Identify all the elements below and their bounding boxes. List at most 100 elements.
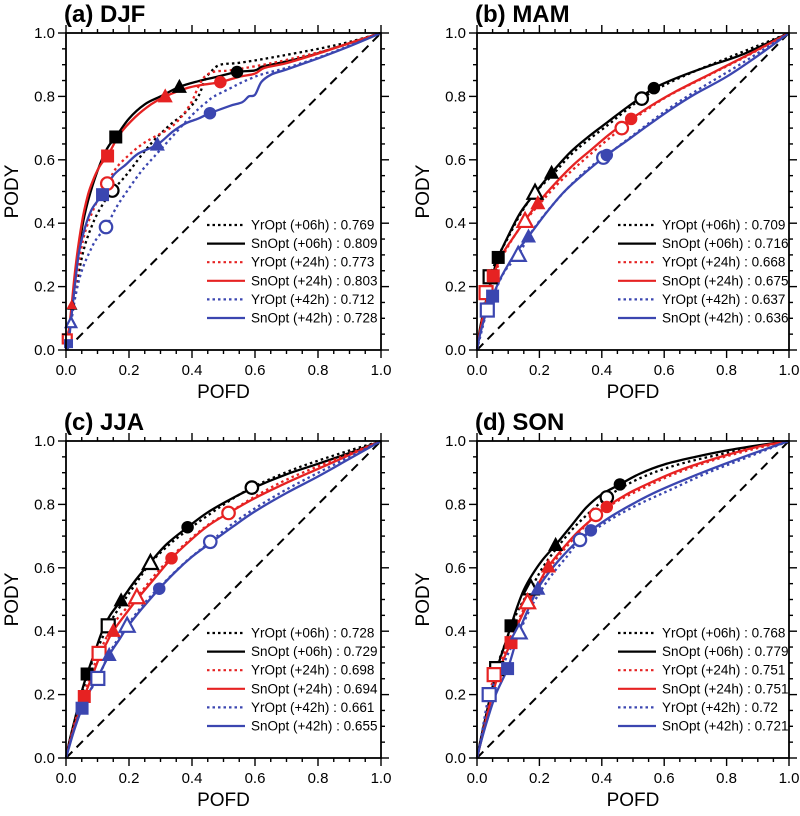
- legend-entry: YrOpt (+42h) : 0.637: [662, 292, 785, 307]
- x-tick-label: 0.6: [245, 362, 266, 379]
- marker-sq-open: [481, 687, 497, 703]
- y-tick-label: 1.0: [445, 25, 466, 42]
- x-tick-label: 0.6: [654, 362, 675, 379]
- legend-entry: YrOpt (+42h) : 0.661: [251, 700, 374, 715]
- y-axis-label: PODY: [413, 164, 434, 218]
- marker-tr-filled: [105, 622, 121, 637]
- legend-entry: SnOpt (+06h) : 0.779: [662, 644, 788, 659]
- y-tick-label: 0.8: [445, 496, 466, 513]
- y-tick-label: 0.4: [34, 215, 55, 232]
- x-tick-label: 0.2: [529, 362, 550, 379]
- y-tick-label: 1.0: [34, 433, 55, 450]
- marker-tr-open: [127, 586, 147, 605]
- legend-entry: YrOpt (+06h) : 0.768: [662, 626, 785, 641]
- y-tick-label: 0.4: [445, 623, 466, 640]
- marker-sq-open: [91, 645, 107, 661]
- marker-tr-open: [525, 182, 545, 200]
- marker-tr-filled: [530, 195, 546, 210]
- curve-snopt-42h-: [64, 31, 382, 351]
- y-tick-label: 0.4: [34, 623, 55, 640]
- legend-entry: YrOpt (+24h) : 0.773: [251, 255, 374, 270]
- marker-ci-filled: [214, 75, 227, 89]
- marker-tr-filled: [530, 580, 546, 595]
- y-tick-label: 0.0: [34, 342, 55, 359]
- y-tick-label: 0.0: [34, 750, 55, 767]
- marker-ci-open: [221, 505, 236, 521]
- season-roc-chart: (b) MAM 0.00.0 0.2 0.2 0.4 0.4 0.6 0.6 0.8 0.8 1.0…: [413, 1, 800, 403]
- y-tick-label: 0.0: [445, 342, 466, 359]
- marker-tr-filled: [520, 228, 537, 243]
- season-roc-chart: (d) SON 0.00.0 0.2 0.2 0.4 0.4 0.6 0.6 0.8 0.8 1.0…: [413, 409, 800, 811]
- marker-sq-filled: [486, 269, 500, 283]
- panel-son: (d) SON 0.0 0.0 0.2 0.2 0.4 0.4 0.6 0.6 0.8 0.8 1.0…: [400, 408, 800, 816]
- marker-sq-filled: [486, 289, 500, 303]
- marker-sq-filled: [96, 188, 110, 202]
- season-roc-chart: (c) JJA 0.00.0 0.2 0.2 0.4 0.4 0.6 0.6 0.8 0.8 1.0…: [2, 409, 391, 811]
- legend-entry: SnOpt (+24h) : 0.803: [251, 273, 377, 288]
- panel-title: (a) DJF: [64, 1, 145, 28]
- x-axis-label: POFD: [607, 382, 660, 403]
- x-tick-label: 1.0: [779, 362, 800, 379]
- marker-ci-open: [202, 534, 218, 550]
- y-tick-label: 0.8: [34, 88, 55, 105]
- marker-ci-filled: [181, 520, 194, 534]
- legend-entry: YrOpt (+24h) : 0.698: [251, 663, 374, 678]
- legend-entry: SnOpt (+24h) : 0.675: [662, 273, 788, 288]
- panel-title: (d) SON: [475, 409, 564, 436]
- curve-yropt-42h-: [475, 439, 790, 759]
- marker-ci-filled: [600, 148, 614, 162]
- marker-ci-open: [588, 507, 604, 523]
- marker-tr-filled: [544, 164, 560, 179]
- marker-ci-filled: [600, 500, 614, 514]
- marker-ci-open: [634, 91, 650, 106]
- legend-entry: YrOpt (+06h) : 0.769: [251, 218, 374, 233]
- marker-tr-open: [518, 591, 537, 610]
- x-tick-label: 1.0: [779, 770, 800, 787]
- marker-sq-filled: [77, 690, 91, 704]
- marker-ci-open: [614, 120, 630, 136]
- y-tick-label: 1.0: [34, 25, 55, 42]
- x-tick-label: 0.0: [467, 362, 488, 379]
- x-tick-label: 0.4: [182, 770, 203, 787]
- x-tick-label: 0.2: [119, 770, 140, 787]
- y-axis-label: PODY: [2, 164, 23, 218]
- legend-entry: YrOpt (+24h) : 0.668: [662, 255, 785, 270]
- marker-sq-filled: [64, 339, 74, 349]
- x-tick-label: 0.2: [119, 362, 140, 379]
- marker-ci-open: [98, 219, 114, 235]
- panel-djf: (a) DJF 0.0 0.0 0.2 0.2 0.4 0.4 0.6 0.6 0.8 0.8 1.0…: [0, 0, 400, 408]
- marker-ci-filled: [165, 552, 178, 565]
- legend-entry: YrOpt (+06h) : 0.709: [662, 218, 785, 233]
- marker-sq-open: [486, 667, 502, 683]
- x-tick-label: 0.2: [529, 770, 550, 787]
- curve-yropt-06h-: [64, 439, 382, 759]
- marker-ci-open: [99, 176, 115, 191]
- x-tick-label: 0.8: [716, 770, 737, 787]
- curve-snopt-24h-: [475, 439, 790, 759]
- marker-ci-filled: [203, 106, 217, 120]
- marker-tr-filled: [548, 536, 564, 551]
- marker-tr-filled: [113, 592, 129, 607]
- x-tick-label: 0.0: [56, 362, 77, 379]
- season-roc-chart: (a) DJF 0.00.0 0.2 0.2 0.4 0.4 0.6 0.6 0.8 0.8 1.0…: [2, 1, 391, 403]
- panel-mam: (b) MAM 0.0 0.0 0.2 0.2 0.4 0.4 0.6 0.6 0.8 0.8 1.0…: [400, 0, 800, 408]
- marker-tr-filled: [66, 299, 77, 310]
- legend-entry: SnOpt (+06h) : 0.809: [251, 236, 377, 251]
- marker-ci-filled: [624, 112, 638, 126]
- marker-sq-filled: [109, 130, 123, 144]
- marker-tr-open: [63, 315, 79, 329]
- y-tick-label: 0.8: [34, 496, 55, 513]
- x-tick-label: 0.8: [308, 362, 329, 379]
- y-tick-label: 0.8: [445, 88, 466, 105]
- marker-ci-filled: [647, 81, 661, 95]
- legend-entry: YrOpt (+24h) : 0.751: [662, 663, 785, 678]
- x-tick-label: 0.8: [716, 362, 737, 379]
- y-tick-label: 1.0: [445, 433, 466, 450]
- y-axis-label: PODY: [413, 572, 434, 626]
- y-tick-label: 0.2: [445, 279, 466, 296]
- legend-entry: SnOpt (+06h) : 0.716: [662, 236, 788, 251]
- curve-yropt-42h-: [64, 31, 382, 351]
- x-axis-label: POFD: [607, 790, 660, 811]
- legend-entry: SnOpt (+42h) : 0.721: [662, 719, 788, 734]
- marker-tr-filled: [149, 136, 165, 151]
